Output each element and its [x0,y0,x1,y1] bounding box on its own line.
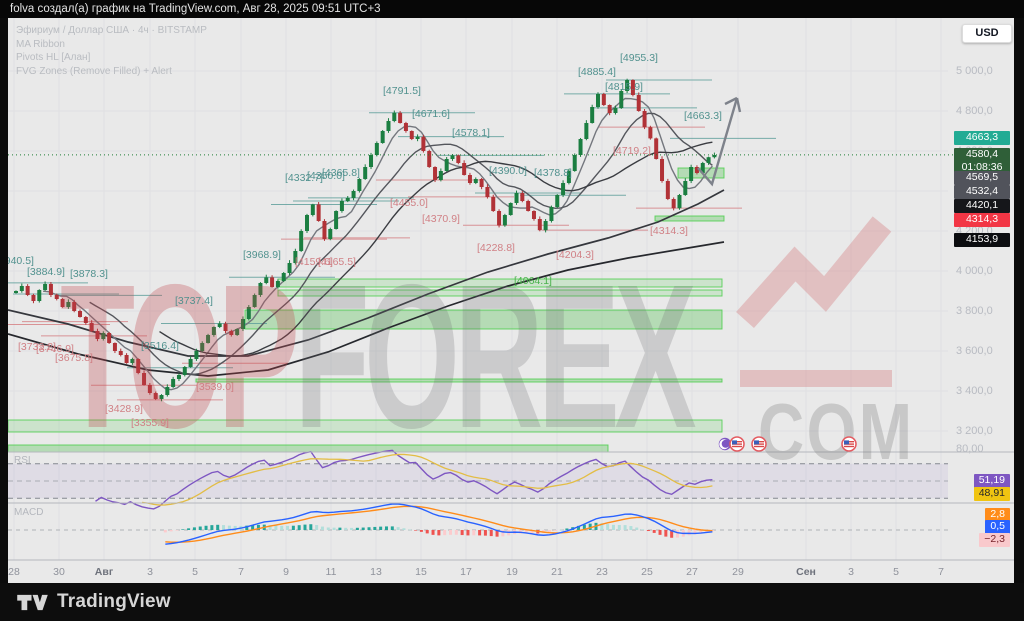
tradingview-logo-icon [17,594,48,610]
price-badge: 2,8 [985,508,1010,522]
time-axis-tick[interactable]: 11 [325,566,337,578]
time-axis-tick[interactable]: 15 [415,566,427,578]
price-badge: 4420,1 [954,199,1010,213]
legend-symbol: Эфириум / Доллар США · 4ч · BITSTAMP [16,25,207,36]
pivot-label: [4815.9] [605,81,643,93]
pivot-label: [4064.1] [514,275,552,287]
pivot-label: [4165.5] [318,256,356,268]
snapshot-title: folva создал(а) график на TradingView.co… [10,3,381,15]
time-axis-tick[interactable]: 3 [848,566,854,578]
pivot-label: [4578.1] [452,127,490,139]
price-axis-tick[interactable]: 3 200,0 [956,425,993,437]
price-axis-tick[interactable]: 80,00 [956,443,984,455]
pivot-label: [3884.9] [27,266,65,278]
time-axis-tick[interactable]: 9 [283,566,289,578]
time-axis-tick[interactable]: 3 [147,566,153,578]
pivot-label: [3675.8] [55,352,93,364]
legend-indicator-pivots: Pivots HL [Алан] [16,52,91,63]
time-axis-tick[interactable]: 29 [732,566,744,578]
time-axis-tick[interactable]: 13 [370,566,382,578]
calendar-event-us-flag-icon[interactable] [751,436,767,452]
pivot-label: [4204.3] [556,249,594,261]
currency-button[interactable]: USD [962,24,1012,43]
pivot-label: [3746.9] [36,343,74,355]
pivot-label: [4314.3] [650,225,688,237]
pivot-label: [3732.2] [18,341,56,353]
pivot-label: [4350.0] [307,170,345,182]
price-badge: 4569,5 [954,171,1010,185]
time-axis-tick[interactable]: 25 [641,566,653,578]
chart-legend: Эфириум / Доллар США · 4ч · BITSTAMP MA … [16,24,207,78]
price-badge: −2,3 [979,533,1010,547]
pivot-label: [4455.0] [390,197,428,209]
calendar-event-us-flag-icon[interactable] [729,436,745,452]
pivot-label: [4390.0] [489,165,527,177]
legend-indicator-ma-ribbon: MA Ribbon [16,38,65,50]
price-axis-tick[interactable]: 3 400,0 [956,385,993,397]
pivot-label: [4791.5] [383,85,421,97]
price-badge: 48,91 [973,487,1010,501]
time-axis-tick[interactable]: 19 [506,566,518,578]
calendar-event-us-flag-icon[interactable] [841,436,857,452]
pivot-label: [4671.6] [412,108,450,120]
price-axis-tick[interactable]: 3 800,0 [956,305,993,317]
price-axis-tick[interactable]: 3 600,0 [956,345,993,357]
price-badge: 4153,9 [954,233,1010,247]
time-axis-tick[interactable]: Сен [796,566,816,578]
pivot-label: [3878.3] [70,268,108,280]
time-axis-tick[interactable]: 23 [596,566,608,578]
price-badge: 0,5 [985,520,1010,534]
macd-pane-label: MACD [14,507,44,518]
time-axis-tick[interactable]: 30 [53,566,65,578]
pivot-label: [4719.2] [613,145,651,157]
time-axis-tick[interactable]: 17 [460,566,472,578]
pivot-label: [4228.8] [477,242,515,254]
watermark-underline [740,370,892,387]
tradingview-logo[interactable]: TradingView [16,591,171,612]
price-badge: 4532,4 [954,185,1010,199]
pivot-label: [3539.0] [196,381,234,393]
price-badge: 4663,3 [954,131,1010,145]
pivot-label: [3737.4] [175,295,213,307]
price-axis-tick[interactable]: 4 800,0 [956,105,993,117]
rsi-pane-label: RSI [14,455,31,466]
pivot-label: [4370.9] [422,213,460,225]
time-axis-tick[interactable]: 27 [686,566,698,578]
pivot-label: [4365.8] [322,167,360,179]
pivot-label: [4663.3] [684,110,722,122]
snapshot-header: folva создал(а) график на TradingView.co… [0,0,1024,18]
price-badge: 4314,3 [954,213,1010,227]
price-badge: 4580,4 01:08:36 [954,148,1010,174]
price-chart-plot[interactable] [8,18,1014,583]
price-badge: 51,19 [973,474,1010,488]
time-axis-tick[interactable]: 21 [551,566,563,578]
pivot-label: [4159.6] [295,256,333,268]
pivot-label: [3516.4] [141,340,179,352]
time-axis-tick[interactable]: 5 [893,566,899,578]
pivot-label: [3355.9] [131,417,169,429]
pivot-label: [3968.9] [243,249,281,261]
time-axis-tick[interactable]: 7 [938,566,944,578]
pivot-label: [4378.8] [534,167,572,179]
pivot-label: [4955.3] [620,52,658,64]
pivot-label: [4885.4] [578,66,616,78]
pivot-label: [3428.9] [105,403,143,415]
chart-area[interactable]: TOPFOREX COM Эфириум / Доллар США · 4ч ·… [8,18,1014,583]
time-axis-tick[interactable]: 7 [238,566,244,578]
footer-bar: TradingView [0,583,1024,621]
tradingview-logo-text: TradingView [57,591,171,612]
legend-indicator-fvg: FVG Zones (Remove Filled) + Alert [16,65,172,77]
time-axis-tick[interactable]: 5 [192,566,198,578]
time-axis-tick[interactable]: 28 [8,566,20,578]
time-axis-tick[interactable]: Авг [94,566,114,578]
pivot-label: [4332.7] [285,172,323,184]
countdown-timer: 01:08:36 [961,160,1003,173]
pivot-label: [3940.5] [8,255,34,267]
price-axis-tick[interactable]: 4 000,0 [956,265,993,277]
price-axis-tick[interactable]: 5 000,0 [956,65,993,77]
